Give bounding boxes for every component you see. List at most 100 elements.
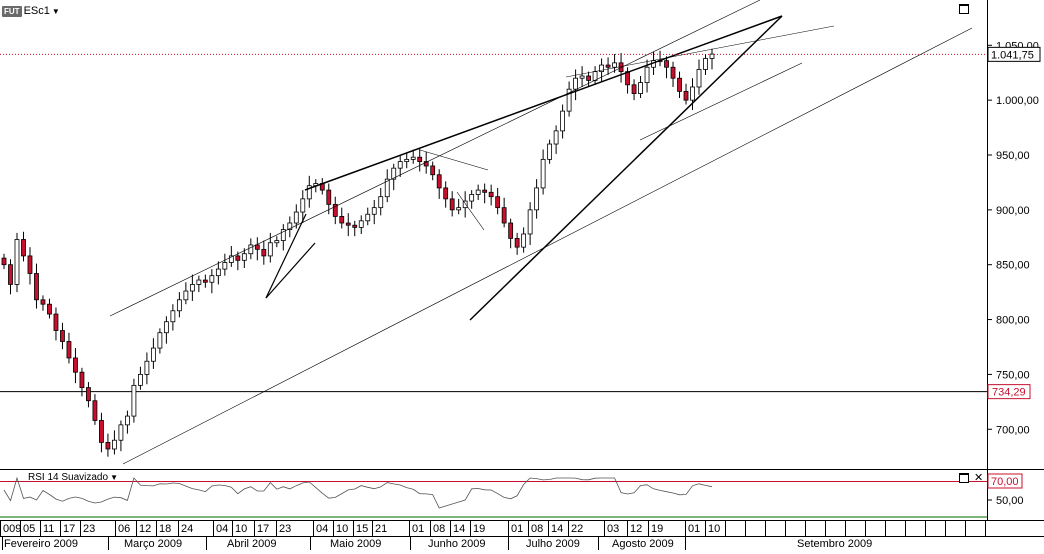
rsi-maximize-icon[interactable] (959, 473, 969, 483)
candle-body (631, 84, 637, 94)
candle-body (534, 187, 540, 211)
candle-body (293, 211, 299, 224)
candle-body (397, 161, 403, 169)
candle-body (1, 257, 7, 266)
day-label: 04 (216, 523, 228, 535)
candle-body (274, 240, 280, 244)
candle-body (371, 207, 377, 215)
candle-body (176, 299, 182, 312)
candle-body (449, 198, 455, 211)
symbol-selector[interactable]: FUT ESc1 ▼ (2, 4, 60, 18)
trendline (565, 25, 835, 78)
candle-body (235, 255, 241, 261)
candle-body (73, 357, 78, 373)
candles-group (1, 48, 715, 457)
candle-body (605, 64, 611, 68)
candle-body (163, 321, 169, 334)
candle-body (144, 360, 150, 375)
candle-body (14, 239, 20, 285)
candle-body (202, 279, 208, 283)
day-label: 23 (83, 523, 95, 535)
day-label: 01 (511, 523, 523, 535)
day-label: 11 (43, 523, 54, 535)
day-label: 23 (279, 523, 291, 535)
candle-body (501, 207, 507, 224)
y-tick-label: 750,00 (996, 369, 1030, 381)
candle-body (339, 216, 345, 224)
candle-body (105, 442, 111, 450)
candle-body (332, 203, 338, 217)
candle-body (384, 178, 390, 198)
candle-body (573, 77, 578, 90)
day-label: 12 (630, 523, 642, 535)
candle-body (21, 239, 26, 257)
candle-body (241, 253, 247, 261)
day-label: 17 (257, 523, 269, 535)
month-label: Abril 2009 (227, 538, 277, 550)
day-label: 24 (181, 523, 193, 535)
month-label: Junho 2009 (428, 538, 486, 550)
candle-body (521, 233, 527, 248)
day-label: 18 (159, 523, 171, 535)
rsi-mid-label: 50,00 (996, 495, 1024, 507)
candle-body (300, 198, 306, 213)
candle-body (644, 66, 650, 83)
candle-body (703, 58, 708, 70)
day-label: 12 (139, 523, 151, 535)
rsi-panel-title[interactable]: RSI 14 Suavizado ▼ (28, 472, 118, 483)
y-tick-label: 850,00 (996, 260, 1030, 272)
candle-body (66, 341, 72, 359)
candle-body (527, 209, 533, 235)
y-tick-label: 800,00 (996, 315, 1030, 327)
day-label: 05 (23, 523, 35, 535)
candle-body (215, 268, 221, 277)
day-label: 22 (571, 523, 583, 535)
last-price-box (987, 46, 1041, 62)
month-label: Agosto 2009 (612, 538, 674, 550)
candle-body (436, 174, 442, 189)
chevron-down-icon[interactable]: ▼ (110, 473, 118, 482)
candle-body (248, 244, 254, 255)
candle-body (586, 75, 591, 81)
candle-body (196, 279, 202, 285)
candle-body (222, 262, 228, 270)
trendline (456, 191, 485, 231)
chevron-down-icon[interactable]: ▼ (51, 6, 60, 16)
candle-body (475, 189, 481, 195)
candle-body (60, 330, 65, 342)
candle-body (306, 185, 312, 200)
candle-body (612, 62, 617, 68)
candle-body (86, 387, 91, 402)
candle-body (189, 284, 195, 292)
candle-body (599, 64, 604, 73)
candle-body (40, 299, 46, 305)
day-label: 15 (356, 523, 368, 535)
candle-body (488, 191, 494, 198)
month-label: Fevereiro 2009 (4, 538, 78, 550)
candle-body (443, 187, 449, 200)
rsi-title-label: RSI 14 Suavizado (28, 472, 109, 483)
candle-body (131, 384, 137, 417)
candle-body (261, 248, 267, 257)
candle-body (118, 424, 124, 441)
candle-body (404, 158, 410, 162)
candle-body (540, 158, 546, 189)
y-tick-label: 1.000,00 (996, 95, 1039, 107)
candle-body (670, 66, 676, 79)
day-label: 19 (473, 523, 485, 535)
day-label: 14 (551, 523, 563, 535)
candle-body (125, 415, 130, 426)
rsi-close-icon[interactable]: ✕ (974, 472, 984, 484)
candle-body (112, 439, 117, 450)
candle-body (99, 420, 104, 443)
day-label: 009 (3, 523, 21, 535)
candle-body (183, 290, 189, 301)
candle-body (683, 90, 689, 101)
candle-body (423, 161, 429, 167)
candle-body (638, 82, 643, 94)
maximize-icon[interactable] (959, 4, 969, 14)
candle-body (579, 75, 585, 79)
candle-body (514, 237, 520, 248)
